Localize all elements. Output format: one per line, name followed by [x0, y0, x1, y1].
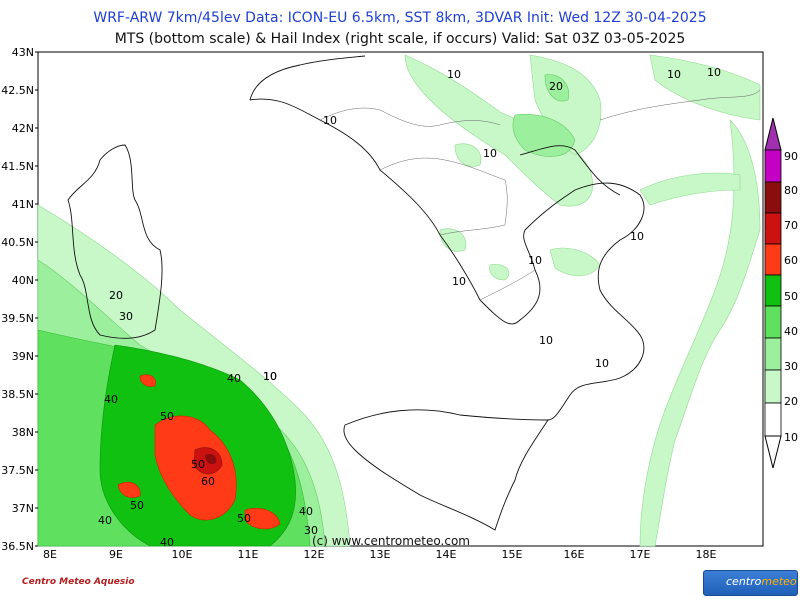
contour-label: 10	[452, 275, 466, 288]
hail-scale-tick: 50	[784, 290, 798, 303]
contour-label: 30	[119, 310, 133, 323]
contour-label: 40	[227, 372, 241, 385]
lat-label: 43N	[12, 46, 34, 59]
contour-label: 10	[263, 370, 277, 383]
contour-label: 40	[98, 514, 112, 527]
lon-label: 15E	[502, 548, 523, 561]
lat-label: 40N	[12, 274, 34, 287]
contour-label: 10	[630, 230, 644, 243]
contour-label: 20	[549, 80, 563, 93]
contour-label: 40	[299, 505, 313, 518]
contour-label: 10	[323, 114, 337, 127]
right-logo-text: centrometeo	[726, 575, 797, 588]
lat-label: 38N	[12, 426, 34, 439]
lat-label: 40.5N	[1, 236, 34, 249]
lat-label: 41.5N	[1, 160, 34, 173]
hail-scale-tick: 30	[784, 360, 798, 373]
right-logo-text-b: meteo	[761, 575, 796, 588]
hail-scale-tick: 10	[784, 431, 798, 444]
lon-label: 13E	[370, 548, 391, 561]
lon-label: 10E	[172, 548, 193, 561]
lat-label: 42N	[12, 122, 34, 135]
lon-label: 12E	[304, 548, 325, 561]
contour-label: 20	[109, 289, 123, 302]
lat-label: 37N	[12, 502, 34, 515]
lon-axis: 8E 9E 10E 11E 12E 13E 14E 15E 16E 17E 18…	[43, 548, 716, 561]
right-logo-text-a: centro	[726, 575, 761, 588]
lat-label: 38.5N	[1, 388, 34, 401]
lon-label: 9E	[109, 548, 123, 561]
hail-index-scale: 90 80 70 60 50 40 30 20 10	[765, 118, 798, 468]
title-line-1: WRF-ARW 7km/45lev Data: ICON-EU 6.5km, S…	[0, 9, 800, 27]
contour-label: 10	[528, 254, 542, 267]
contour-label: 10	[447, 68, 461, 81]
lon-label: 18E	[696, 548, 717, 561]
lat-label: 36.5N	[1, 540, 34, 553]
lat-axis: 43N 42.5N 42N 41.5N 41N 40.5N 40N 39.5N …	[1, 46, 34, 553]
contour-label: 10	[539, 334, 553, 347]
lon-label: 8E	[43, 548, 57, 561]
contour-label: 60	[201, 475, 215, 488]
centrometeo-logo: centrometeo	[703, 570, 798, 596]
contour-label: 50	[160, 410, 174, 423]
forecast-map: 43N 42.5N 42N 41.5N 41N 40.5N 40N 39.5N …	[0, 46, 800, 566]
hail-scale-tick: 40	[784, 325, 798, 338]
lon-label: 11E	[238, 548, 259, 561]
contour-label: 40	[104, 393, 118, 406]
lat-label: 37.5N	[1, 464, 34, 477]
hail-scale-tick: 70	[784, 219, 798, 232]
hail-scale-tick: 90	[784, 150, 798, 163]
lat-label: 39.5N	[1, 312, 34, 325]
contour-label: 10	[595, 357, 609, 370]
lat-label: 42.5N	[1, 84, 34, 97]
lat-label: 41N	[12, 198, 34, 211]
contour-label: 40	[160, 536, 174, 549]
hail-scale-tick: 60	[784, 254, 798, 267]
hail-scale-tick: 80	[784, 184, 798, 197]
contour-label: 10	[667, 68, 681, 81]
lat-label: 39N	[12, 350, 34, 363]
contour-label: 50	[237, 512, 251, 525]
centro-meteo-aquesio-logo: Centro Meteo Aquesio	[0, 568, 120, 598]
hail-scale-tick: 20	[784, 395, 798, 408]
left-logo-text: Centro Meteo Aquesio	[22, 577, 135, 587]
copyright-credit: (c) www.centrometeo.com	[312, 534, 470, 548]
contour-label: 10	[483, 147, 497, 160]
lon-label: 16E	[564, 548, 585, 561]
contour-label: 50	[191, 458, 205, 471]
lon-label: 17E	[630, 548, 651, 561]
contour-label: 10	[707, 66, 721, 79]
contour-label: 50	[130, 499, 144, 512]
lon-label: 14E	[436, 548, 457, 561]
